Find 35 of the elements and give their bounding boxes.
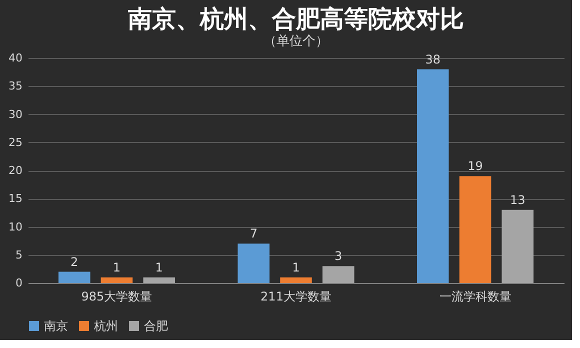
bar <box>322 266 354 283</box>
y-tick-label: 5 <box>16 248 22 262</box>
x-tick-label: 211大学数量 <box>260 290 332 304</box>
bar <box>417 69 449 283</box>
bar <box>100 277 133 283</box>
bar <box>459 176 492 283</box>
y-tick-label: 30 <box>8 108 22 121</box>
data-label: 1 <box>112 260 121 274</box>
x-tick-label: 985大学数量 <box>81 290 152 304</box>
data-label: 7 <box>250 226 258 241</box>
data-label: 1 <box>155 260 163 274</box>
data-label: 2 <box>70 254 78 269</box>
bar <box>280 277 312 283</box>
legend-label: 杭州 <box>93 319 118 333</box>
bar <box>58 272 90 283</box>
legend-label: 合肥 <box>144 319 168 333</box>
data-label: 3 <box>334 249 342 264</box>
chart-subtitle: （单位个） <box>264 34 328 49</box>
y-tick-label: 10 <box>8 220 22 234</box>
data-label: 38 <box>425 52 441 66</box>
y-tick-label: 25 <box>8 136 22 149</box>
legend-label: 南京 <box>44 319 68 333</box>
y-tick-label: 20 <box>8 164 22 177</box>
y-tick-label: 15 <box>8 192 22 206</box>
data-label: 13 <box>510 192 526 207</box>
bar <box>143 277 175 283</box>
data-label: 19 <box>468 159 483 174</box>
chart-title: 南京、杭州、合肥高等院校对比 <box>127 5 464 33</box>
y-tick-label: 0 <box>16 276 22 290</box>
x-tick-label: 一流学科数量 <box>439 290 512 304</box>
data-label: 1 <box>292 260 300 274</box>
y-tick-label: 35 <box>8 80 22 93</box>
y-tick-label: 40 <box>8 52 22 64</box>
bar <box>238 244 270 283</box>
bar <box>502 210 534 283</box>
